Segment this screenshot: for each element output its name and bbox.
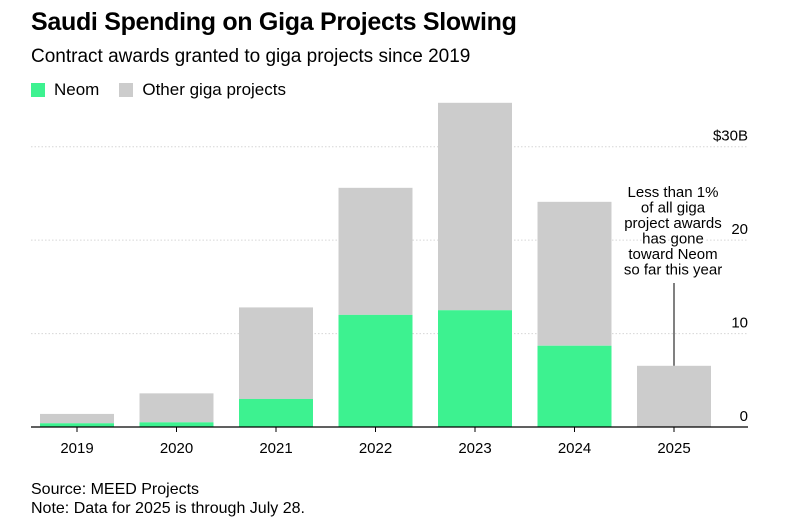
bar-neom-2022 (338, 314, 413, 427)
x-tick-label: 2019 (60, 440, 93, 457)
legend-swatch-neom (31, 83, 45, 97)
legend-label-neom: Neom (54, 80, 100, 99)
bar-other-2022 (338, 187, 413, 315)
annotation-text: Less than 1% (628, 184, 719, 201)
bar-other-2021 (239, 307, 313, 399)
bar-other-2019 (40, 413, 114, 424)
chart-title: Saudi Spending on Giga Projects Slowing (31, 8, 517, 36)
legend-swatch-other (119, 83, 134, 97)
y-tick-label: 10 (731, 315, 748, 332)
bar-other-2024 (537, 201, 612, 346)
x-tick-label: 2024 (558, 440, 591, 457)
y-tick-label: 20 (731, 221, 748, 238)
x-tick-label: 2022 (359, 440, 392, 457)
bar-neom-2024 (537, 345, 612, 427)
bars (40, 102, 711, 427)
bar-neom-2020 (139, 422, 214, 427)
legend-label-other: Other giga projects (142, 80, 286, 99)
annotation-text: of all giga (641, 200, 706, 217)
legend-item-neom: Neom (31, 80, 99, 100)
x-tick-label: 2021 (259, 440, 292, 457)
annotation-text: toward Neom (628, 246, 717, 263)
bar-other-2020 (139, 393, 214, 423)
annotation-text: project awards (624, 215, 722, 232)
bar-other-2023 (438, 102, 512, 311)
footer: Source: MEED Projects Note: Data for 202… (31, 480, 305, 518)
annotation-text: has gone (642, 231, 704, 248)
chart-subtitle: Contract awards granted to giga projects… (31, 46, 471, 67)
data-note: Note: Data for 2025 is through July 28. (31, 500, 305, 517)
bar-neom-2023 (438, 310, 512, 427)
y-tick-label: $30B (713, 128, 748, 145)
axes: 0 10 20 $30B 2019 2020 2021 2022 2023 2024 2025 (31, 128, 748, 457)
annotation-text: so far this year (624, 262, 722, 279)
bar-neom-2021 (239, 398, 313, 427)
legend-item-other: Other giga projects (119, 80, 286, 100)
x-tick-label: 2023 (458, 440, 491, 457)
source-note: Source: MEED Projects (31, 481, 200, 498)
bar-other-2025 (637, 365, 711, 427)
legend: Neom Other giga projects (31, 80, 306, 100)
y-tick-label: 0 (740, 408, 748, 425)
x-tick-label: 2020 (160, 440, 193, 457)
x-tick-label: 2025 (657, 440, 690, 457)
bar-neom-2019 (40, 423, 114, 427)
